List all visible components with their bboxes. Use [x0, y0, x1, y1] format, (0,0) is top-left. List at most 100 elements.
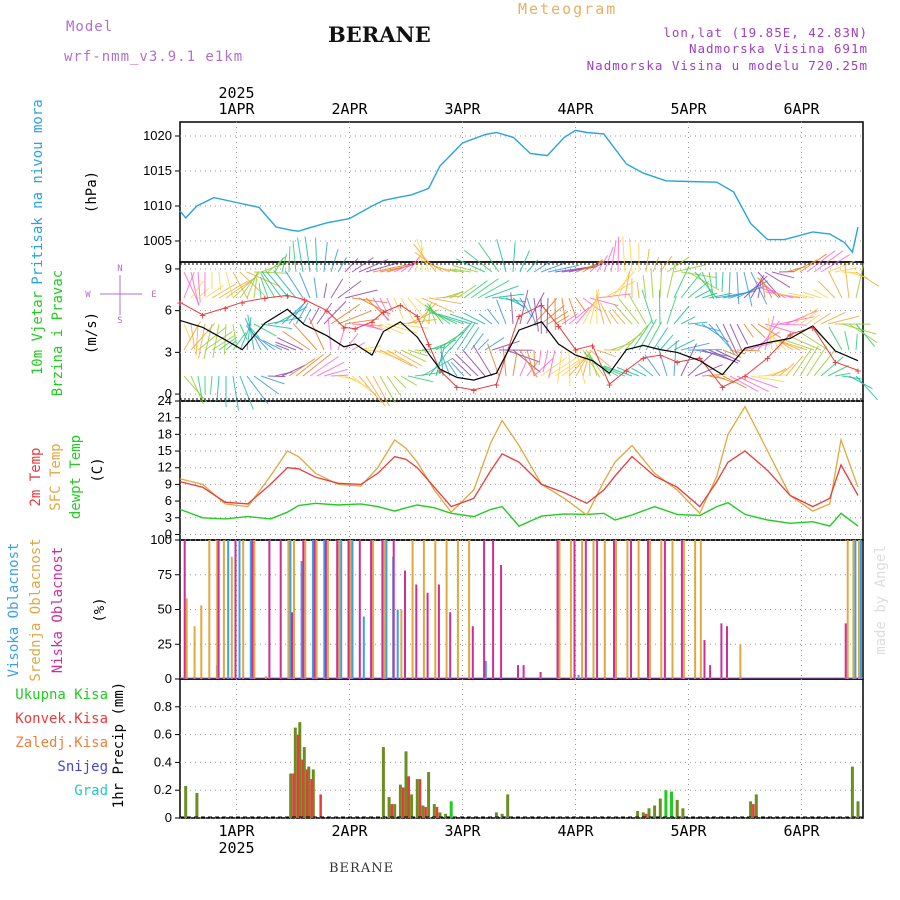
wind-arrow [618, 298, 640, 325]
wind-arrow [386, 297, 394, 313]
wind-arrow [806, 250, 836, 273]
wind-arrow [344, 257, 359, 273]
wind-arrow [616, 366, 640, 377]
high-cloud-bar [323, 540, 326, 679]
wind-arrow [687, 271, 720, 291]
x-tick-label-bottom: 1APR [218, 822, 255, 840]
wind-arrow [715, 323, 736, 355]
wind-arrow [743, 342, 773, 351]
wind-arrow [232, 271, 249, 300]
wind-arrow [308, 317, 325, 351]
wind-arrow [540, 357, 567, 377]
low-cloud-bar [426, 592, 429, 679]
wind-arrow [533, 298, 558, 325]
dewpt-line [179, 501, 859, 527]
mid-cloud-bar [637, 540, 640, 679]
wind-arrow [239, 323, 248, 341]
wind-arrow [267, 375, 286, 378]
mid-cloud-bar [411, 540, 414, 679]
precip-legend-item: Grad [74, 783, 108, 799]
wind-arrow [204, 331, 233, 351]
mid-cloud-ylabel: Srednja Oblacnost [28, 538, 44, 681]
y-tick-label: 3 [165, 344, 172, 359]
wind-arrow [393, 349, 423, 367]
wind-speed-line [179, 308, 859, 381]
wind-arrow [750, 375, 785, 383]
wind-arrow [767, 318, 773, 351]
precip-legend-item: Snijeg [57, 759, 108, 775]
wind-arrow [603, 280, 636, 299]
x-tick-label-bottom: 6APR [783, 822, 820, 840]
total-precip-bar [506, 794, 510, 818]
y-tick-label: 0 [165, 526, 172, 541]
wind-arrow [225, 271, 233, 297]
wind-arrow [484, 285, 519, 299]
y-tick-label: 25 [158, 636, 172, 651]
wind-arrow [766, 325, 780, 351]
low-cloud-bar [726, 626, 728, 679]
mid-cloud-bar [649, 540, 651, 679]
wind-arrow [477, 279, 510, 299]
wind-gust-marker: + [301, 294, 308, 307]
mid-cloud-bar [660, 540, 663, 679]
wind-arrow [421, 301, 433, 325]
wind-arrow [729, 349, 746, 355]
mid-cloud-bar [242, 540, 245, 679]
wind-arrow [218, 337, 237, 351]
wind-arrow [435, 295, 464, 299]
conv-precip-bar [752, 804, 755, 818]
wind-arrow [834, 267, 858, 273]
high-cloud-bar [227, 540, 230, 679]
wind-arrow [761, 281, 766, 299]
low-cloud-bar [324, 540, 327, 679]
low-cloud-bar [709, 665, 712, 679]
precip-legend-item: Konvek.Kisa [15, 711, 108, 727]
total-precip-bar [850, 766, 854, 818]
wind-gust-marker: + [764, 352, 771, 365]
wind-arrow [610, 271, 635, 299]
wind-arrow [631, 319, 653, 351]
wind-arrow [820, 254, 851, 273]
wind-arrow [190, 271, 200, 306]
y-tick-label: 0.6 [154, 727, 172, 742]
wind-arrow [297, 237, 304, 273]
wind-arrow [799, 253, 828, 273]
wind-arrow [472, 345, 493, 377]
wind-arrow [519, 297, 533, 318]
wind-gust-marker: + [239, 296, 246, 309]
wind-arrow [400, 375, 418, 386]
wind-arrow [755, 281, 787, 299]
wind-arrow [729, 323, 743, 352]
wind-arrow [487, 308, 500, 325]
wind-arrow [828, 326, 843, 351]
wind-arrow [365, 261, 400, 273]
wind-arrow [715, 349, 741, 362]
wind-gust-marker: + [380, 306, 387, 319]
wind-gust-marker: + [719, 381, 726, 394]
low-cloud-bar [613, 540, 615, 679]
wind-arrow [855, 375, 878, 401]
wind-arrow [190, 323, 195, 350]
wind-arrow [379, 375, 396, 403]
wind-arrow [372, 349, 405, 361]
wind-arrow [701, 292, 718, 299]
wind-arrow [701, 323, 729, 343]
mid-cloud-bar [694, 540, 697, 679]
wind-arrow [848, 375, 873, 390]
wind-gust-marker: + [324, 305, 331, 318]
wind-arrow [323, 368, 348, 377]
wind-arrow [379, 323, 404, 335]
wind-arrow [827, 260, 856, 273]
wind-arrow [820, 356, 844, 377]
wind-gust-marker: + [493, 378, 500, 391]
wind-arrow [600, 302, 612, 325]
wind-arrow [855, 333, 858, 351]
wind-arrow [281, 253, 288, 273]
wind-arrow [533, 297, 539, 332]
wind-arrow [337, 257, 347, 273]
conv-precip-bar [310, 779, 313, 818]
wind-arrow [622, 236, 626, 273]
total-precip-bar [404, 751, 408, 818]
wind-arrow [262, 340, 283, 351]
